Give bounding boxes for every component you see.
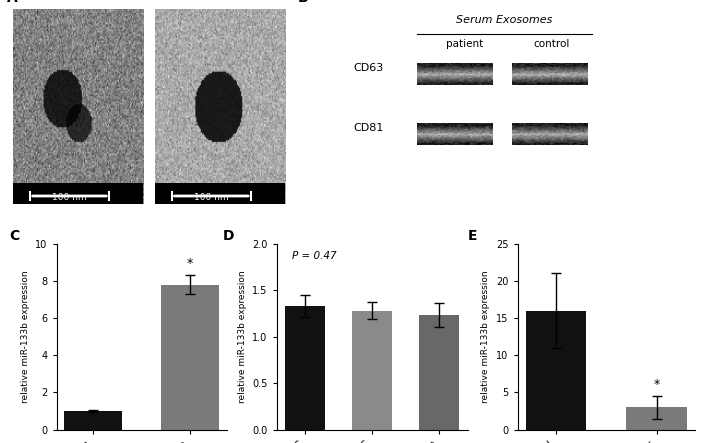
Bar <box>65 411 123 430</box>
Text: D: D <box>223 229 235 243</box>
Text: 100 nm: 100 nm <box>194 193 228 202</box>
Text: *: * <box>654 377 659 391</box>
Bar <box>626 408 687 430</box>
Text: E: E <box>468 229 477 243</box>
Text: 100 nm: 100 nm <box>52 193 86 202</box>
Bar <box>525 311 586 430</box>
Y-axis label: relative miR-133b expression: relative miR-133b expression <box>238 270 247 403</box>
Text: C: C <box>9 229 19 243</box>
Bar <box>352 311 392 430</box>
Text: P = 0.47: P = 0.47 <box>292 251 337 261</box>
Bar <box>155 183 285 205</box>
Y-axis label: relative miR-133b expression: relative miR-133b expression <box>481 270 491 403</box>
Text: B: B <box>298 0 308 4</box>
Text: CD81: CD81 <box>353 123 384 133</box>
Bar <box>419 315 459 430</box>
Bar <box>161 284 219 430</box>
Text: patient: patient <box>446 39 483 49</box>
Text: CD63: CD63 <box>353 63 384 74</box>
Text: A: A <box>7 0 18 4</box>
Text: *: * <box>187 256 194 270</box>
Text: Serum Exosomes: Serum Exosomes <box>456 15 552 25</box>
Y-axis label: relative miR-133b expression: relative miR-133b expression <box>21 270 30 403</box>
Bar <box>285 306 325 430</box>
Bar <box>13 183 143 205</box>
Text: control: control <box>534 39 570 49</box>
